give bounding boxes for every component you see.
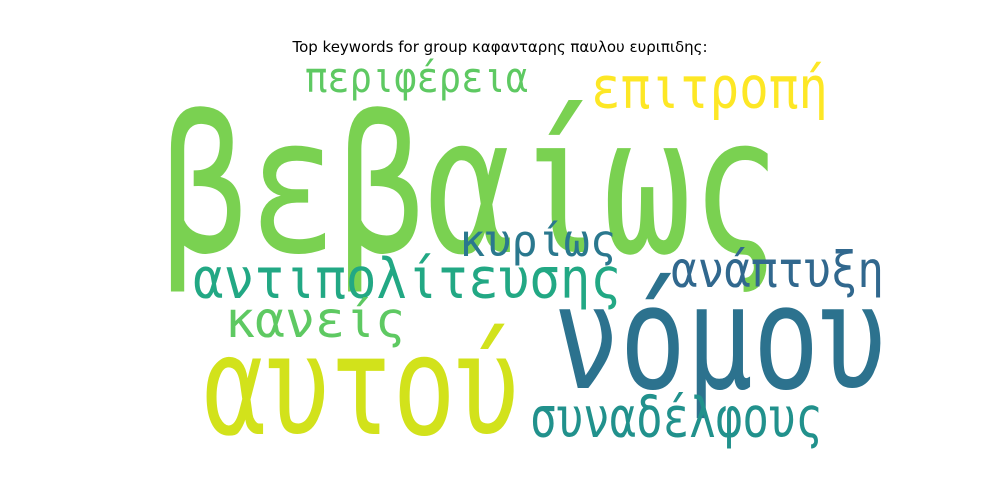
word-10: περιφέρεια [305, 53, 528, 102]
word-1: βεβαίως [160, 76, 780, 297]
word-3: αυτού [203, 306, 519, 467]
word-9: κυρίως [459, 216, 616, 267]
word-5: συναδέλφους [530, 386, 822, 451]
word-2: νόμου [553, 254, 886, 422]
word-6: ανάπτυξη [671, 241, 884, 299]
word-8: κανείς [225, 291, 405, 349]
chart-title: Top keywords for group καφανταρης παυλου… [292, 38, 708, 56]
word-4: αντιπολίτευσης [193, 247, 621, 312]
word-7: επιτροπή [591, 54, 828, 122]
